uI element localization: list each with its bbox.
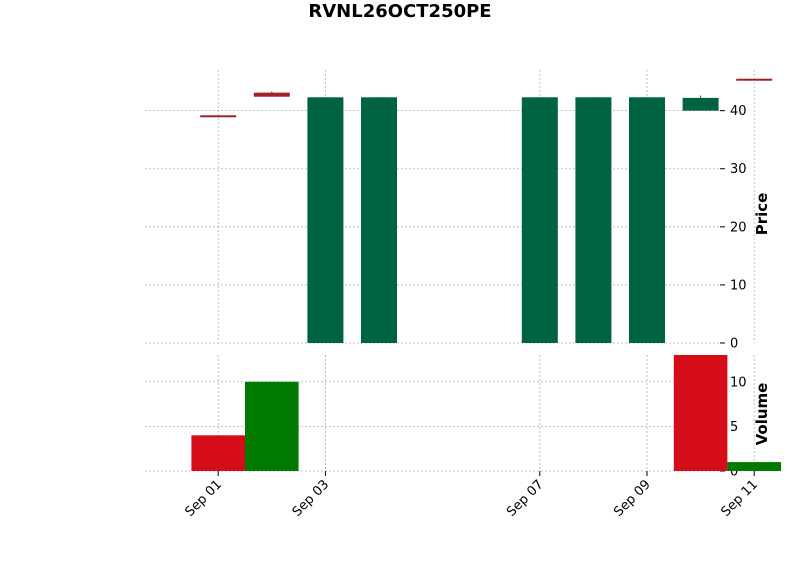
volume-axis-label: Volume bbox=[753, 383, 771, 446]
volume-tick-label: 10 bbox=[730, 375, 747, 390]
x-tick-label: Sep 09 bbox=[611, 477, 654, 520]
candle-body bbox=[361, 97, 397, 343]
x-tick-label: Sep 03 bbox=[290, 477, 333, 520]
candle-body bbox=[575, 97, 612, 343]
volume-panel: 0 5 10 bbox=[145, 355, 781, 480]
x-tick-label: Sep 07 bbox=[504, 477, 547, 520]
candle-body bbox=[307, 97, 344, 343]
volume-bar bbox=[245, 381, 299, 471]
volume-tick-label: 5 bbox=[730, 420, 738, 435]
x-tick-label: Sep 11 bbox=[718, 477, 761, 520]
price-tick-label: 40 bbox=[730, 104, 747, 119]
x-tick-label: Sep 01 bbox=[182, 477, 225, 520]
volume-bar bbox=[727, 462, 781, 471]
price-tick-label: 20 bbox=[730, 220, 747, 235]
candle-body bbox=[200, 115, 237, 118]
price-axis-label: Price bbox=[753, 193, 771, 236]
chart-title: RVNL26OCT250PE bbox=[308, 1, 491, 22]
candle-body bbox=[736, 78, 773, 81]
candle-body bbox=[521, 97, 558, 343]
volume-tick-label: 0 bbox=[730, 465, 738, 480]
price-tick-label: 30 bbox=[730, 162, 747, 177]
candle-body bbox=[682, 97, 719, 111]
candle-body bbox=[629, 97, 665, 343]
price-tick-label: 0 bbox=[730, 337, 738, 352]
volume-bar bbox=[191, 435, 245, 471]
price-tick-label: 10 bbox=[730, 278, 747, 293]
price-panel: 0 10 20 30 40 bbox=[145, 70, 773, 352]
x-axis: Sep 01 Sep 03 Sep 07 Sep 09 Sep 11 bbox=[182, 471, 761, 520]
volume-bar bbox=[673, 355, 728, 471]
candle-body bbox=[253, 92, 290, 97]
